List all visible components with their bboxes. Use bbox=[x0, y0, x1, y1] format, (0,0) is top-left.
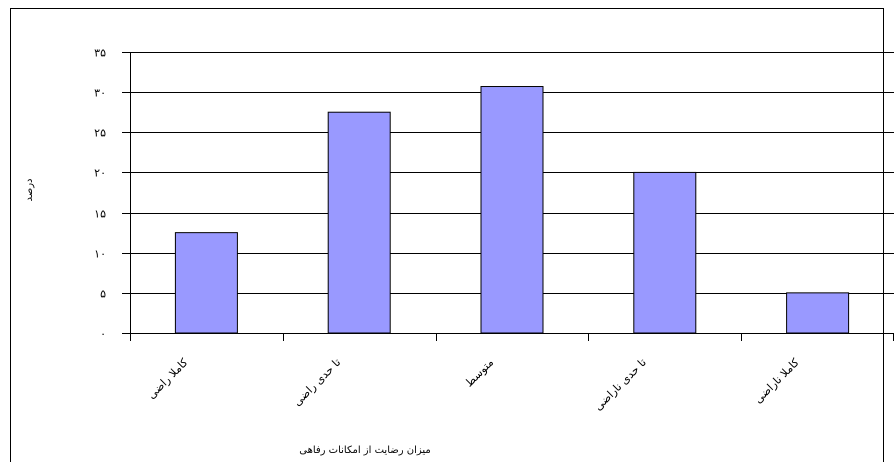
bar bbox=[327, 111, 391, 334]
y-tick-label: ۱۵ bbox=[94, 208, 106, 221]
y-tick-label: ۰ bbox=[100, 328, 106, 341]
bars bbox=[174, 86, 850, 334]
x-category-label: تا حدی راضی bbox=[291, 356, 344, 409]
y-axis-title: درصد bbox=[24, 178, 35, 201]
y-tick-labels: ۰ ۵ ۱۰ ۱۵ ۲۰ ۲۵ ۳۰ ۳۵ bbox=[94, 47, 106, 341]
y-tick-label: ۳۵ bbox=[94, 47, 106, 60]
x-category-label: متوسط bbox=[462, 356, 496, 390]
axes bbox=[130, 52, 894, 341]
x-axis-title: میزان رضایت از امکانات رفاهی bbox=[299, 445, 431, 456]
x-category-label: کاملا ناراضی bbox=[752, 355, 803, 406]
x-category-label: تا حدی ناراضی bbox=[592, 356, 649, 413]
chart-frame bbox=[10, 8, 884, 462]
bar bbox=[174, 232, 238, 334]
bar bbox=[633, 171, 697, 334]
x-category-labels: کاملا راضی تا حدی راضی متوسط تا حدی ناراضی ک… bbox=[145, 355, 802, 413]
bar bbox=[786, 292, 850, 334]
y-tick-label: ۲۵ bbox=[94, 127, 106, 140]
y-tick-label: ۳۰ bbox=[94, 87, 106, 100]
bar bbox=[480, 86, 544, 334]
y-tick-label: ۲۰ bbox=[94, 167, 106, 180]
y-tick-label: ۱۰ bbox=[94, 248, 106, 261]
x-category-label: کاملا راضی bbox=[145, 355, 191, 401]
y-tick-label: ۵ bbox=[100, 288, 106, 301]
